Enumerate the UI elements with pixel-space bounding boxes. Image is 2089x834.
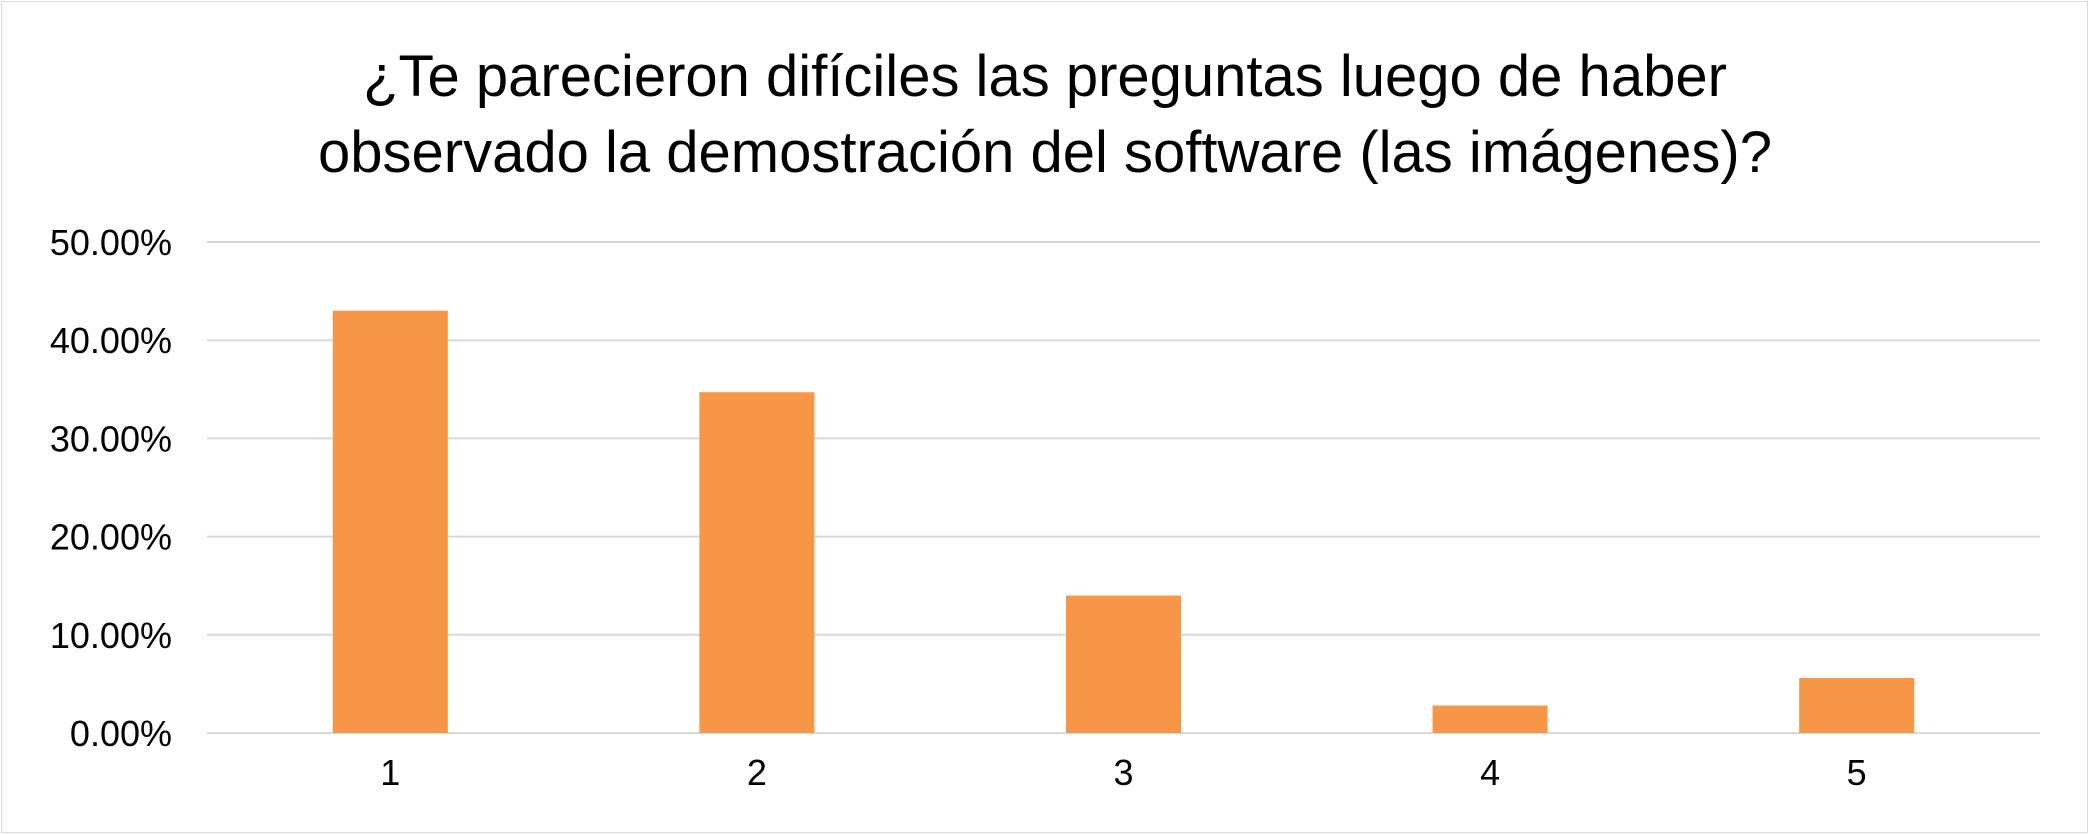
x-tick-label: 1 <box>380 752 400 793</box>
bar-1 <box>332 310 448 733</box>
y-tick-label: 50.00% <box>50 222 172 263</box>
chart-title: ¿Te parecieron difíciles las preguntas l… <box>318 44 1772 185</box>
x-tick-label: 3 <box>1113 752 1133 793</box>
x-tick-label: 4 <box>1480 752 1500 793</box>
y-tick-label: 10.00% <box>50 615 172 656</box>
y-tick-label: 20.00% <box>50 517 172 558</box>
bar-5 <box>1799 678 1915 733</box>
bar-4 <box>1432 705 1548 733</box>
x-tick-label: 2 <box>747 752 767 793</box>
bars <box>332 310 1915 733</box>
y-tick-label: 0.00% <box>70 713 172 754</box>
x-tick-label: 5 <box>1847 752 1867 793</box>
chart-title-line-1: ¿Te parecieron difíciles las preguntas l… <box>363 44 1727 109</box>
x-axis-ticks: 1 2 3 4 5 <box>380 752 1866 793</box>
gridlines <box>207 241 2040 734</box>
bar-2 <box>699 392 815 733</box>
y-axis-ticks: 0.00% 10.00% 20.00% 30.00% 40.00% 50.00% <box>50 222 172 754</box>
y-tick-label: 40.00% <box>50 320 172 361</box>
chart-title-line-2: observado la demostración del software (… <box>318 120 1772 185</box>
bar-3 <box>1066 595 1181 733</box>
y-tick-label: 30.00% <box>50 418 172 459</box>
